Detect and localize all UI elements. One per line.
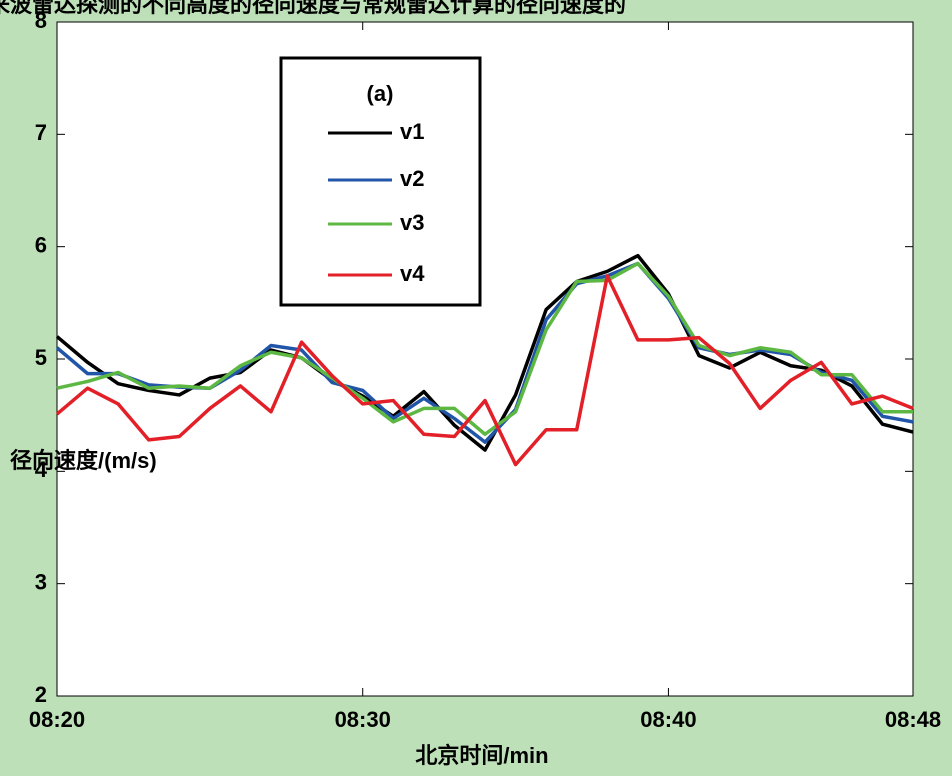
series-line	[56, 261, 913, 437]
chart-title: 来波雷达探测的不同高度的径向速度与常规雷达计算的径向速度的	[0, 0, 626, 17]
series-line	[55, 274, 914, 467]
y-tick-label: 2	[35, 682, 47, 707]
x-tick-label: 08:30	[335, 707, 391, 732]
series-line	[55, 253, 914, 452]
y-tick-label: 6	[35, 232, 47, 257]
legend-label: v2	[400, 166, 424, 191]
y-tick-label: 7	[35, 120, 47, 145]
y-tick-label: 3	[35, 569, 47, 594]
x-tick-label: 08:48	[885, 707, 941, 732]
y-axis-label: 径向速度/(m/s)	[10, 448, 157, 473]
y-tick-label: 8	[35, 8, 47, 33]
legend-title: (a)	[367, 81, 394, 106]
y-tick-label: 5	[35, 345, 47, 370]
legend-label: v1	[400, 119, 424, 144]
x-axis-label: 北京时间/min	[415, 743, 548, 768]
x-tick-label: 08:40	[640, 707, 696, 732]
plot-layer	[55, 21, 914, 697]
plot-area	[56, 21, 914, 697]
x-tick-label: 08:20	[29, 707, 85, 732]
legend-label: v3	[400, 210, 424, 235]
y-tick-label: 4	[35, 457, 48, 482]
legend-label: v4	[400, 261, 425, 286]
